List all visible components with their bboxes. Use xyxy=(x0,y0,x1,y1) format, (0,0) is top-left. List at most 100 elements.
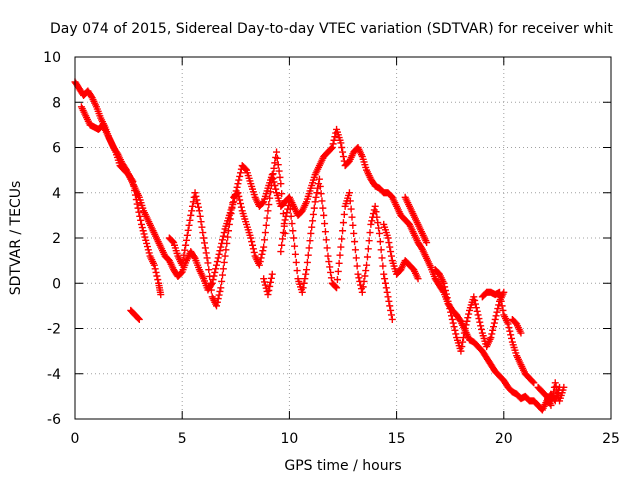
data-point xyxy=(304,251,312,259)
data-point xyxy=(275,167,283,175)
data-point xyxy=(377,246,385,254)
data-point xyxy=(237,200,245,208)
data-point xyxy=(452,330,460,338)
data-point xyxy=(473,307,481,315)
data-point xyxy=(180,251,188,259)
data-point xyxy=(221,252,229,260)
data-point xyxy=(217,243,225,251)
data-point xyxy=(134,204,142,212)
data-point xyxy=(320,211,328,219)
data-point xyxy=(347,205,355,213)
data-point xyxy=(286,205,294,213)
data-point xyxy=(367,220,375,228)
data-point xyxy=(464,314,472,322)
data-point xyxy=(185,221,193,229)
y-tick-label: 2 xyxy=(52,231,61,247)
data-point xyxy=(446,305,454,313)
y-tick-label: 4 xyxy=(52,186,61,202)
x-tick-label: 25 xyxy=(602,431,620,447)
data-point xyxy=(506,327,514,335)
data-point xyxy=(316,182,324,190)
data-point xyxy=(385,239,393,247)
data-point xyxy=(327,274,335,282)
data-point xyxy=(386,302,394,310)
data-point xyxy=(312,193,320,201)
axis-ticks xyxy=(74,56,612,420)
data-point xyxy=(441,286,449,294)
data-point xyxy=(217,284,225,292)
data-point xyxy=(298,288,306,296)
data-point xyxy=(207,279,215,287)
data-point xyxy=(151,265,159,273)
data-point xyxy=(311,198,319,206)
data-point xyxy=(366,229,374,237)
data-point xyxy=(169,238,177,246)
data-point xyxy=(327,144,335,152)
data-point xyxy=(495,301,503,309)
data-point xyxy=(345,189,353,197)
data-point xyxy=(272,185,280,193)
data-point xyxy=(386,243,394,251)
data-point xyxy=(190,253,198,261)
data-point xyxy=(387,252,395,260)
data-point xyxy=(499,306,507,314)
data-point xyxy=(223,239,231,247)
data-point xyxy=(355,274,363,282)
data-point xyxy=(461,325,469,332)
data-point xyxy=(196,212,204,220)
data-point xyxy=(447,312,455,320)
data-point xyxy=(184,226,192,234)
data-point xyxy=(529,378,537,386)
data-point xyxy=(497,297,505,305)
data-point xyxy=(277,248,285,256)
data-point xyxy=(236,172,244,180)
data-point xyxy=(276,173,284,181)
data-point xyxy=(237,203,245,211)
data-point xyxy=(472,304,480,312)
data-point xyxy=(141,233,149,241)
x-tick-label: 0 xyxy=(71,431,80,447)
data-point xyxy=(470,293,478,301)
data-point xyxy=(301,275,309,283)
data-point xyxy=(258,250,266,258)
data-point xyxy=(256,258,264,266)
data-point xyxy=(128,176,136,184)
data-point xyxy=(337,243,345,251)
data-point xyxy=(457,347,465,355)
data-point xyxy=(266,282,274,290)
data-point xyxy=(365,237,373,245)
data-point xyxy=(309,210,317,218)
data-point xyxy=(137,220,145,228)
data-point xyxy=(218,277,226,285)
data-point xyxy=(325,258,333,266)
data-point xyxy=(264,291,272,299)
y-tick-label: 10 xyxy=(43,50,61,66)
y-tick-label: 6 xyxy=(52,141,61,157)
data-point xyxy=(551,379,559,387)
data-point xyxy=(216,287,224,295)
data-point xyxy=(237,169,245,177)
data-point xyxy=(142,236,150,244)
data-point xyxy=(182,241,190,249)
data-point xyxy=(138,224,146,232)
x-tick-label: 5 xyxy=(178,431,187,447)
data-point xyxy=(375,229,383,237)
data-point xyxy=(548,397,556,405)
data-point xyxy=(552,382,560,390)
data-point xyxy=(332,283,340,291)
data-point xyxy=(388,315,396,323)
data-point xyxy=(359,283,367,291)
data-point xyxy=(219,271,227,279)
data-point xyxy=(504,320,512,328)
data-point xyxy=(549,392,557,400)
data-point xyxy=(266,194,274,202)
data-point xyxy=(553,386,561,394)
data-point xyxy=(200,234,208,242)
data-point xyxy=(265,201,273,209)
data-point xyxy=(279,229,287,237)
data-point xyxy=(299,284,307,292)
data-point xyxy=(414,275,422,283)
data-point xyxy=(476,318,484,326)
data-point xyxy=(335,259,343,267)
data-point xyxy=(242,165,250,173)
